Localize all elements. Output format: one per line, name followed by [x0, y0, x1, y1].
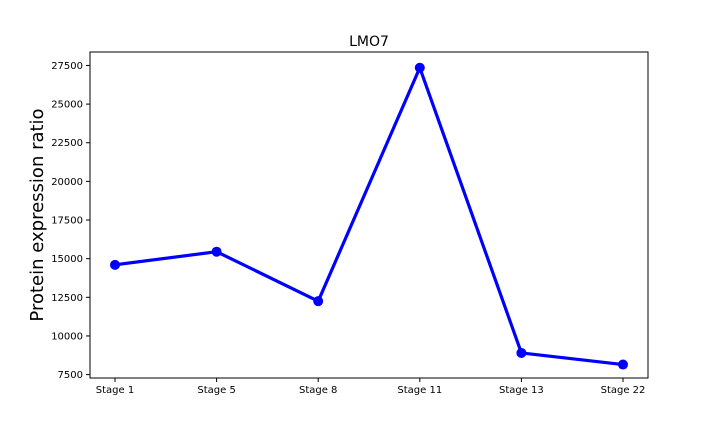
data-point	[110, 259, 120, 270]
y-tick-label: 27500	[51, 61, 83, 72]
series-group	[110, 62, 628, 370]
y-tick-label: 15000	[51, 254, 83, 265]
x-tick-label: Stage 22	[601, 385, 646, 396]
y-tick-label: 17500	[51, 216, 83, 227]
chart-title: LMO7	[349, 34, 389, 50]
data-point	[414, 62, 425, 73]
y-tick-label: 12500	[51, 293, 83, 304]
y-tick-label: 25000	[51, 100, 83, 111]
x-tick-label: Stage 5	[197, 385, 235, 396]
data-point	[313, 296, 324, 307]
x-tick-label: Stage 13	[499, 385, 544, 396]
data-point	[618, 359, 628, 370]
y-tick-label: 22500	[51, 138, 83, 149]
y-axis-ticks: 7500 10000 12500 15000 17500 20000 22500 25000 2…	[51, 61, 90, 381]
data-point	[516, 347, 527, 358]
series-line	[114, 66, 624, 367]
y-tick-label: 20000	[51, 177, 83, 188]
plot-frame	[89, 51, 649, 379]
x-axis-ticks: Stage 1 Stage 5 Stage 8 Stage 11 Stage 13 Sta…	[96, 378, 646, 396]
x-tick-label: Stage 1	[96, 385, 134, 396]
y-tick-label: 7500	[58, 370, 83, 381]
x-tick-label: Stage 11	[397, 385, 442, 396]
y-tick-label: 10000	[51, 331, 83, 342]
data-point	[211, 246, 222, 257]
y-axis-label: Protein expression ratio	[27, 108, 48, 321]
x-tick-label: Stage 8	[299, 385, 337, 396]
